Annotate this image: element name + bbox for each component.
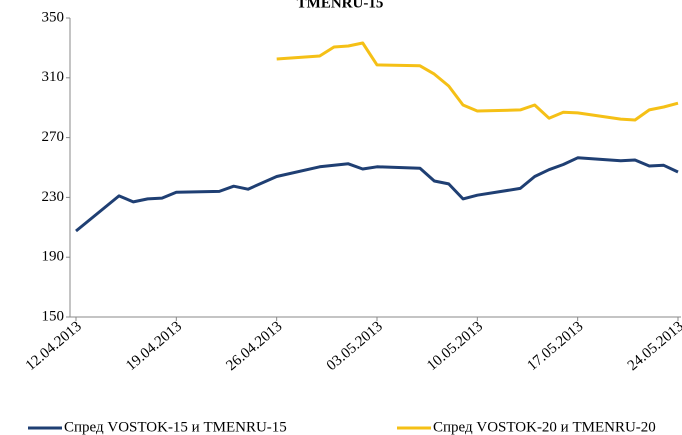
legend-label: Спред VOSTOK-20 и TMENRU-20 [433, 419, 656, 435]
x-tick-label: 17.05.2013 [524, 318, 586, 374]
y-tick-label: 350 [42, 9, 65, 25]
y-tick-label: 310 [42, 69, 65, 85]
x-tick-label: 10.05.2013 [424, 318, 486, 374]
chart-title: TMENRU-15 [297, 0, 384, 11]
x-tick-label: 03.05.2013 [324, 318, 386, 374]
x-tick-label: 24.05.2013 [625, 318, 682, 374]
series-line [75, 156, 679, 233]
x-tick-label: 19.04.2013 [123, 318, 185, 374]
legend-label: Спред VOSTOK-15 и TMENRU-15 [64, 419, 287, 435]
y-tick-label: 230 [42, 189, 65, 205]
y-tick-label: 270 [42, 129, 65, 145]
y-tick-label: 150 [42, 308, 65, 324]
x-tick-label: 12.04.2013 [23, 318, 85, 374]
y-tick-label: 190 [42, 249, 65, 265]
x-tick-label: 26.04.2013 [223, 318, 285, 374]
series-line [276, 41, 679, 122]
